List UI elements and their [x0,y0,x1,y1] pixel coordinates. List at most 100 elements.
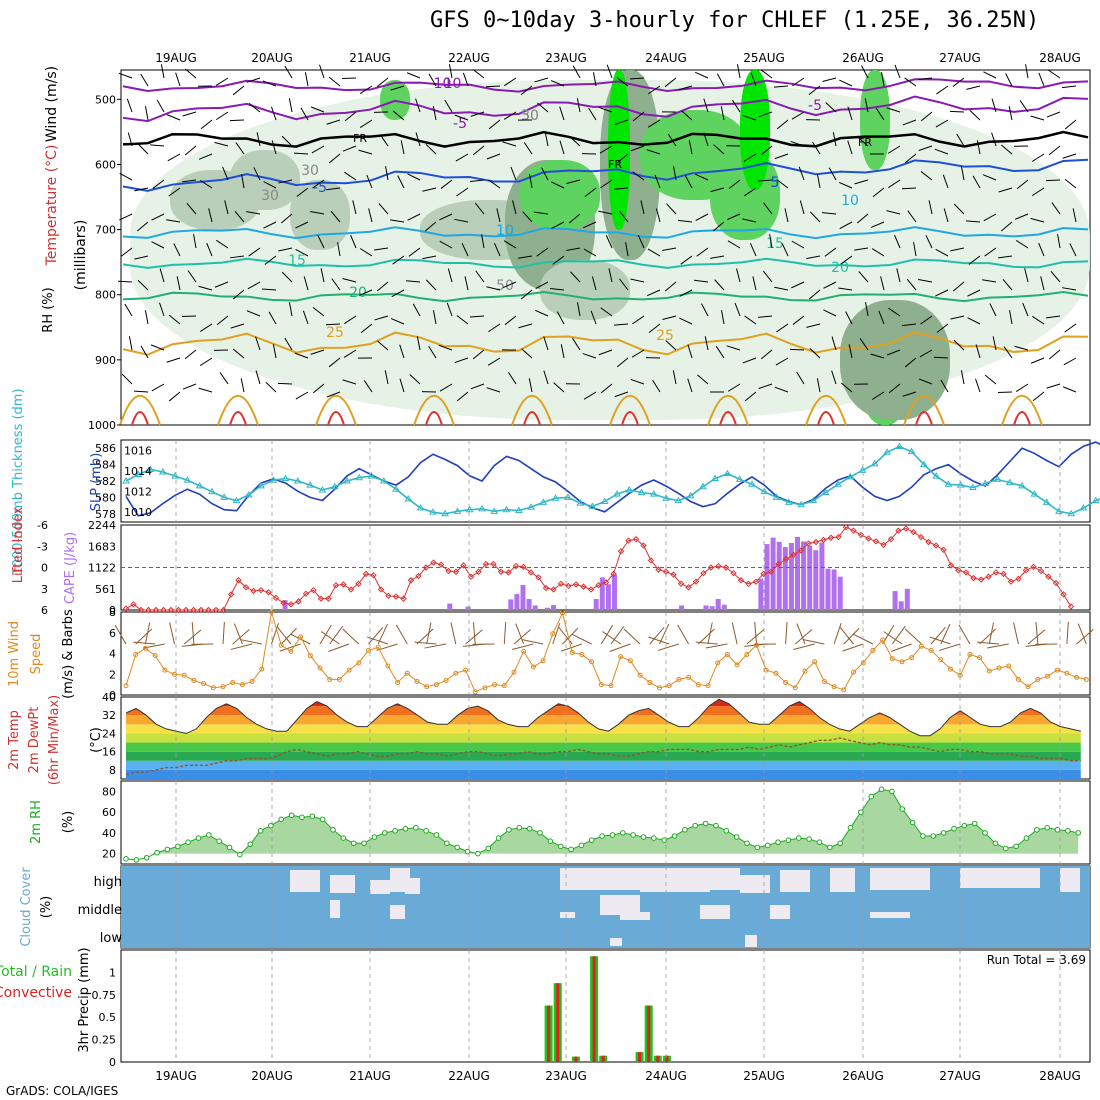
rh2m-point [785,837,792,843]
wind-barb [816,378,821,393]
wind10-point [492,682,498,688]
wind10-point [366,647,371,653]
li-point [925,538,932,546]
wind-barb [150,344,165,351]
wind-barb [792,77,805,87]
li-point [407,577,415,584]
wind-barb [625,242,629,257]
li-point [602,579,610,586]
wind-barb [857,136,869,147]
li-point [370,572,377,579]
li-point [707,564,715,571]
wind-barb [447,268,453,283]
wind-barb [713,144,725,155]
wind-barb [504,315,517,326]
thickness-point [969,483,977,491]
wind-barb [824,247,837,257]
li-point [145,606,152,614]
wind-barb [437,144,453,147]
li-point [550,586,557,593]
wind10-point [792,685,798,691]
thickness-point [244,490,253,498]
wind10-point [899,659,905,665]
wind-barb [1002,279,1013,291]
wind-barb [359,248,373,257]
wind10-point [851,669,856,675]
wind10-point [831,684,837,690]
wind-barb [284,337,293,351]
wind-barb [272,344,277,359]
thickness-point [993,475,1002,482]
wind-barb [521,348,533,359]
wind-barb [544,132,549,147]
wind-barb [119,213,133,221]
rh2m-point [195,835,202,841]
wind-barb [933,356,949,359]
li-point [782,555,790,563]
wind-barb [470,383,485,390]
wind-barb [831,370,837,385]
rh2m-point [143,854,150,861]
wind-barb [344,315,357,325]
wind-barb [720,106,725,121]
li-point [1007,578,1015,585]
wind-barb [488,179,501,189]
slp-tick: 1014 [124,465,152,478]
thickness-point [748,480,756,487]
thickness-point [527,503,535,510]
li-point [872,538,880,545]
wind-barb [222,166,229,181]
cloud-cover-block [780,870,810,892]
wind-barb [326,391,341,398]
wind-barb [296,187,309,197]
wind10-barb [793,643,815,650]
rh2m-point [495,835,502,841]
cape-bar [465,606,471,610]
thickness-tick: 580 [95,491,116,504]
wind-barb [680,255,693,265]
contour-label: 50 [496,278,514,294]
thickness-point [1030,490,1039,497]
wind-barb [320,268,325,283]
wind-barb [224,200,229,215]
rh2m-point [464,848,471,855]
wind10-barb [395,624,408,645]
contour-label: 10 [841,193,859,209]
li-point [737,577,745,584]
wind-barb [744,187,757,197]
rh2m-point [413,824,419,831]
wind-barb [776,119,789,130]
li-tick: 3 [41,583,48,596]
wind-barb [507,371,517,385]
wind-barb [439,383,453,392]
wind10-line [125,611,1087,693]
wind-barb [246,310,261,317]
rh2m-point [754,844,761,851]
wind-barb [831,336,837,351]
wind-barb [655,208,661,223]
wind10-barb [707,622,713,645]
cape-bar [544,607,550,610]
rh2m-point [164,846,171,853]
li-point [955,567,962,574]
wind-barb [776,323,789,333]
wind-barb [474,202,485,215]
wind-barb [781,243,789,257]
slp-line [125,441,1100,517]
cape-bar [679,605,685,610]
wind-barb [845,311,853,325]
wind-barb [758,111,773,118]
wind10-point [977,655,983,661]
wind-barb [732,99,741,113]
wind-barb [536,247,549,257]
rh2m-point [247,841,253,848]
thickness-point [699,482,707,490]
bottom-date-label: 23AUG [545,1069,587,1083]
wind-barb [343,349,357,358]
li-point [280,599,287,607]
wind-barb [742,115,757,121]
wind-barb [599,145,613,154]
wind-barb [918,145,933,151]
wind-barb [1014,213,1029,220]
li-point [1060,591,1067,598]
